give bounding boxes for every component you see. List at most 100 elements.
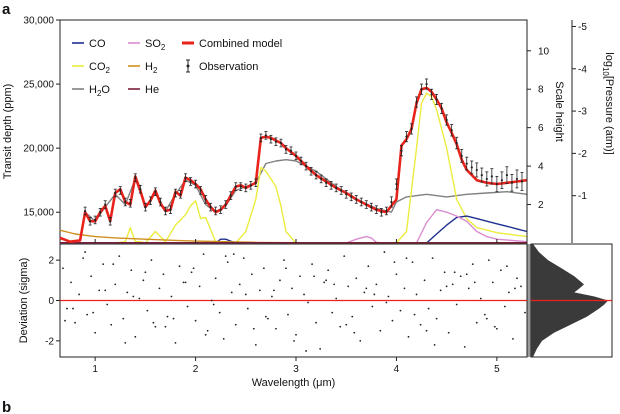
deviation-point — [285, 267, 287, 270]
y-axis-label-deviation: Deviation (sigma) — [18, 258, 30, 344]
deviation-point — [315, 321, 317, 324]
observation-point — [505, 166, 509, 184]
deviation-point — [150, 259, 153, 262]
y-tick-label: 0 — [48, 296, 54, 307]
observation-layer — [83, 78, 524, 226]
observation-marker — [114, 191, 117, 195]
observation-point — [344, 190, 348, 199]
observation-point — [415, 96, 419, 108]
y-tick-label: 30,000 — [23, 16, 54, 27]
observation-point — [379, 207, 383, 217]
deviation-point — [244, 293, 247, 296]
observation-point — [465, 156, 469, 171]
observation-point — [133, 173, 137, 182]
observation-marker — [94, 218, 97, 222]
observation-marker — [109, 220, 112, 223]
observation-marker — [214, 209, 217, 213]
deviation-point — [475, 321, 478, 324]
deviation-point — [455, 303, 458, 306]
observation-marker — [485, 177, 488, 181]
deviation-points-layer — [62, 251, 526, 352]
deviation-point — [112, 263, 115, 266]
legend-label-main: H — [145, 61, 153, 73]
observation-point — [334, 183, 338, 193]
observation-marker — [355, 198, 358, 201]
observation-marker — [274, 140, 278, 143]
legend-label-subscript: 2 — [153, 66, 158, 75]
deviation-point — [293, 339, 295, 342]
deviation-point — [299, 275, 301, 278]
observation-point — [118, 186, 122, 195]
deviation-point — [295, 333, 297, 336]
pressure-tick-label: -1 — [578, 191, 587, 202]
observation-marker — [129, 202, 132, 205]
observation-point — [264, 131, 268, 140]
x-axis-label-wavelength: Wavelength (μm) — [252, 377, 336, 389]
legend-label-subscript: 2 — [161, 43, 166, 52]
observation-point — [490, 168, 494, 185]
observation-marker — [505, 173, 509, 177]
deviation-point — [102, 263, 105, 266]
observation-point — [294, 151, 298, 161]
scale-height-tick-label: 10 — [538, 46, 550, 57]
observation-marker — [520, 180, 524, 183]
deviation-point — [395, 273, 398, 276]
deviation-point — [499, 269, 502, 272]
deviation-point — [224, 255, 227, 258]
pressure-tick-label: -2 — [578, 149, 587, 160]
legend-label-rest: O — [101, 84, 110, 96]
deviation-point — [415, 293, 418, 296]
legend-label-main: SO — [145, 38, 161, 50]
deviation-point — [405, 257, 408, 260]
deviation-point — [226, 261, 229, 264]
observation-marker — [480, 173, 483, 177]
deviation-point — [367, 265, 370, 268]
observation-marker — [284, 148, 288, 151]
deviation-point — [184, 281, 187, 284]
observation-marker — [199, 189, 202, 192]
observation-marker — [299, 159, 303, 163]
deviation-point — [134, 335, 137, 338]
panel-label-b: b — [2, 399, 11, 414]
observation-point — [440, 102, 444, 114]
observation-marker — [330, 184, 333, 187]
observation-marker — [314, 173, 318, 177]
observation-point — [234, 182, 238, 191]
deviation-point — [204, 333, 207, 336]
observation-marker — [420, 88, 423, 91]
observation-marker — [294, 154, 298, 157]
observation-marker — [239, 185, 242, 188]
legend-label-main: He — [145, 84, 159, 96]
x-tick-label: 5 — [494, 364, 500, 375]
deviation-point — [479, 297, 482, 300]
deviation-point — [273, 289, 275, 292]
deviation-point — [379, 329, 382, 332]
deviation-point — [493, 325, 496, 328]
panel-divider — [527, 244, 531, 357]
deviation-point — [86, 313, 89, 316]
observation-point — [93, 215, 97, 225]
deviation-point — [439, 289, 442, 292]
observation-point — [319, 174, 323, 184]
deviation-point — [520, 285, 522, 288]
deviation-point — [524, 311, 526, 314]
observation-marker — [119, 189, 122, 192]
pressure-label-rest: [Pressure (atm)] — [603, 76, 615, 155]
deviation-point — [451, 283, 454, 286]
deviation-point — [363, 291, 366, 294]
legend-label-main: H — [89, 84, 97, 96]
observation-point — [214, 206, 218, 216]
observation-point — [98, 207, 102, 217]
legend-item-so2: SO2 — [128, 38, 166, 52]
deviation-point — [138, 297, 141, 300]
deviation-point — [84, 251, 87, 253]
deviation-point — [365, 287, 368, 290]
deviation-point — [483, 313, 486, 316]
observation-marker — [365, 203, 368, 206]
deviation-point — [64, 319, 66, 322]
observation-point — [520, 172, 524, 191]
observation-marker — [124, 200, 127, 204]
deviation-point — [383, 251, 386, 253]
observation-marker — [475, 168, 478, 172]
observation-point — [158, 197, 162, 207]
